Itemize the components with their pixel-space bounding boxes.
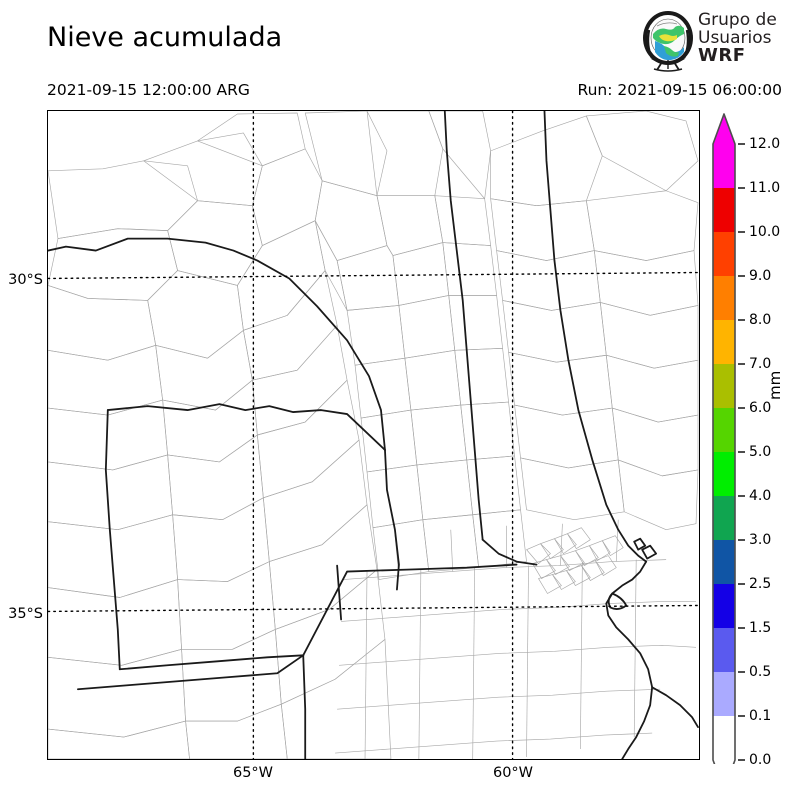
colorbar-tick-label: 0.0 xyxy=(749,752,772,768)
colorbar-band-12 xyxy=(713,672,735,716)
colorbar-tick-label: 0.1 xyxy=(749,708,772,724)
map-geography xyxy=(48,111,699,759)
colorbar-band-0 xyxy=(713,144,735,188)
colorbar-tick-mark xyxy=(738,715,745,717)
colorbar-tick-label: 8.0 xyxy=(749,312,772,328)
logo-line-1: Grupo de xyxy=(698,10,777,30)
colorbar-band-3 xyxy=(713,276,735,320)
colorbar-band-4 xyxy=(713,320,735,364)
colorbar-band-1 xyxy=(713,188,735,232)
logo-line-3: WRF xyxy=(698,45,746,66)
wrf-user-group-logo: Grupo de Usuarios WRF xyxy=(640,10,795,74)
colorbar-tick-mark xyxy=(738,319,745,321)
colorbar-under-arrow xyxy=(713,760,735,764)
colorbar-band-2 xyxy=(713,232,735,276)
colorbar-band-7 xyxy=(713,452,735,496)
colorbar-tick-mark xyxy=(738,187,745,189)
colorbar-tick-mark xyxy=(738,451,745,453)
colorbar-tick-label: 4.0 xyxy=(749,488,772,504)
colorbar-tick-mark xyxy=(738,231,745,233)
colorbar-tick-label: 10.0 xyxy=(749,224,781,240)
parallel-35S xyxy=(48,604,699,613)
colorbar-tick-mark xyxy=(738,363,745,365)
lon-label-60W: 60°W xyxy=(492,765,534,781)
logo-line-2: Usuarios xyxy=(698,28,772,48)
colorbar-tick-mark xyxy=(738,759,745,761)
colorbar-tick-label: 2.5 xyxy=(749,576,772,592)
colorbar-tick-mark xyxy=(738,143,745,145)
colorbar-tick-label: 3.0 xyxy=(749,532,772,548)
run-time-label: Run: 2021-09-15 06:00:00 xyxy=(577,81,783,99)
colorbar-tick-label: 12.0 xyxy=(749,136,781,152)
colorbar-tick-label: 9.0 xyxy=(749,268,772,284)
colorbar-tick-label: 11.0 xyxy=(749,180,781,196)
valid-time-label: 2021-09-15 12:00:00 ARG xyxy=(47,81,250,99)
page-title: Nieve acumulada xyxy=(47,22,283,53)
colorbar-band-6 xyxy=(713,408,735,452)
colorbar xyxy=(710,112,738,764)
colorbar-band-8 xyxy=(713,496,735,540)
colorbar-tick-mark xyxy=(738,627,745,629)
colorbar-gradient xyxy=(712,113,736,764)
wrf-globe-emblem-icon xyxy=(643,11,693,72)
colorbar-band-9 xyxy=(713,540,735,584)
lat-label-35S: 35°S xyxy=(8,606,43,622)
colorbar-tick-label: 5.0 xyxy=(749,444,772,460)
colorbar-tick-mark xyxy=(738,495,745,497)
colorbar-over-arrow xyxy=(713,114,735,144)
colorbar-tick-label: 1.5 xyxy=(749,620,772,636)
colorbar-tick-mark xyxy=(738,583,745,585)
colorbar-tick-label: 0.5 xyxy=(749,664,772,680)
lon-label-65W: 65°W xyxy=(232,765,274,781)
colorbar-tick-mark xyxy=(738,407,745,409)
colorbar-band-11 xyxy=(713,628,735,672)
colorbar-tick-label: 7.0 xyxy=(749,356,772,372)
colorbar-tick-labels: 12.0 11.0 10.0 9.0 8.0 7.0 6.0 5.0 4.0 3.0 2.5 1.5 0… xyxy=(738,112,798,768)
map-panel[interactable] xyxy=(47,110,700,760)
colorbar-tick-mark xyxy=(738,671,745,673)
colorbar-band-5 xyxy=(713,364,735,408)
colorbar-band-13 xyxy=(713,716,735,760)
colorbar-tick-label: 6.0 xyxy=(749,400,772,416)
logo-wordmark: Grupo de Usuarios WRF xyxy=(698,11,795,65)
colorbar-unit-label: mm xyxy=(766,370,784,400)
colorbar-tick-mark xyxy=(738,275,745,277)
lat-label-30S: 30°S xyxy=(8,272,43,288)
colorbar-band-10 xyxy=(713,584,735,628)
parallel-30S xyxy=(48,271,699,280)
colorbar-tick-mark xyxy=(738,539,745,541)
